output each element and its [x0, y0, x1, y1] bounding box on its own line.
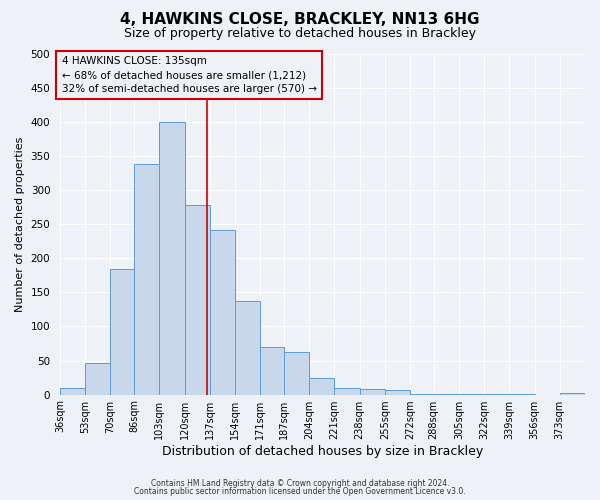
Bar — [235, 302, 260, 394]
Bar — [560, 393, 585, 394]
Bar — [359, 389, 385, 394]
Bar — [134, 164, 160, 394]
Bar — [210, 230, 235, 394]
X-axis label: Distribution of detached houses by size in Brackley: Distribution of detached houses by size … — [162, 444, 483, 458]
Text: Contains HM Land Registry data © Crown copyright and database right 2024.: Contains HM Land Registry data © Crown c… — [151, 478, 449, 488]
Bar — [284, 352, 309, 395]
Bar — [385, 390, 410, 394]
Bar — [309, 378, 334, 394]
Bar — [185, 205, 210, 394]
Bar — [160, 122, 185, 394]
Text: Contains public sector information licensed under the Open Government Licence v3: Contains public sector information licen… — [134, 487, 466, 496]
Text: Size of property relative to detached houses in Brackley: Size of property relative to detached ho… — [124, 28, 476, 40]
Bar — [334, 388, 359, 394]
Text: 4, HAWKINS CLOSE, BRACKLEY, NN13 6HG: 4, HAWKINS CLOSE, BRACKLEY, NN13 6HG — [120, 12, 480, 28]
Bar — [110, 268, 134, 394]
Bar — [60, 388, 85, 394]
Bar — [85, 362, 110, 394]
Y-axis label: Number of detached properties: Number of detached properties — [15, 136, 25, 312]
Text: 4 HAWKINS CLOSE: 135sqm
← 68% of detached houses are smaller (1,212)
32% of semi: 4 HAWKINS CLOSE: 135sqm ← 68% of detache… — [62, 56, 317, 94]
Bar — [260, 347, 284, 395]
